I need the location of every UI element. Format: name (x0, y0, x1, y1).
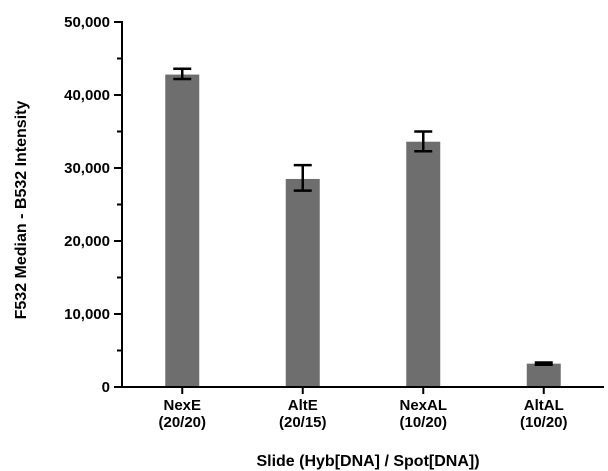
x-tick-label-line: (10/20) (520, 414, 568, 431)
x-tick-label-line: NexE (163, 397, 201, 414)
y-axis-title: F532 Median - B532 Intensity (13, 101, 30, 320)
y-ticks-group: 0 10,000 20,000 30,000 40,000 50,000 (64, 14, 122, 396)
bars-group (165, 74, 561, 387)
x-tick-label-line: (20/15) (279, 414, 327, 431)
y-tick-label: 40,000 (64, 87, 110, 104)
bar (165, 74, 200, 387)
bar (526, 363, 561, 387)
error-bars-group (173, 67, 553, 366)
x-tick-label-line: AltE (288, 397, 318, 414)
x-tick-label: NexAL (10/20) (399, 397, 447, 431)
y-tick-label: 50,000 (64, 14, 110, 31)
x-tick-label-line: AltAL (524, 397, 564, 414)
x-ticks-group: NexE (20/20)AltE (20/15)NexAL (10/20)AltAL(… (158, 387, 568, 431)
bar (285, 178, 320, 387)
y-tick-label: 0 (102, 379, 110, 396)
y-tick-label: 10,000 (64, 306, 110, 323)
x-tick-label: AltE (20/15) (279, 397, 327, 431)
x-tick-label-line: (20/20) (158, 414, 206, 431)
x-tick-label: NexE (20/20) (158, 397, 206, 431)
y-tick-label: 30,000 (64, 160, 110, 177)
bar (406, 141, 441, 387)
x-tick-label: AltAL (10/20) (520, 397, 568, 431)
x-tick-label-line: NexAL (399, 397, 447, 414)
x-tick-label-line: (10/20) (399, 414, 447, 431)
x-axis-title: Slide (Hyb[DNA] / Spot[DNA]) (256, 453, 479, 470)
y-tick-label: 20,000 (64, 233, 110, 250)
